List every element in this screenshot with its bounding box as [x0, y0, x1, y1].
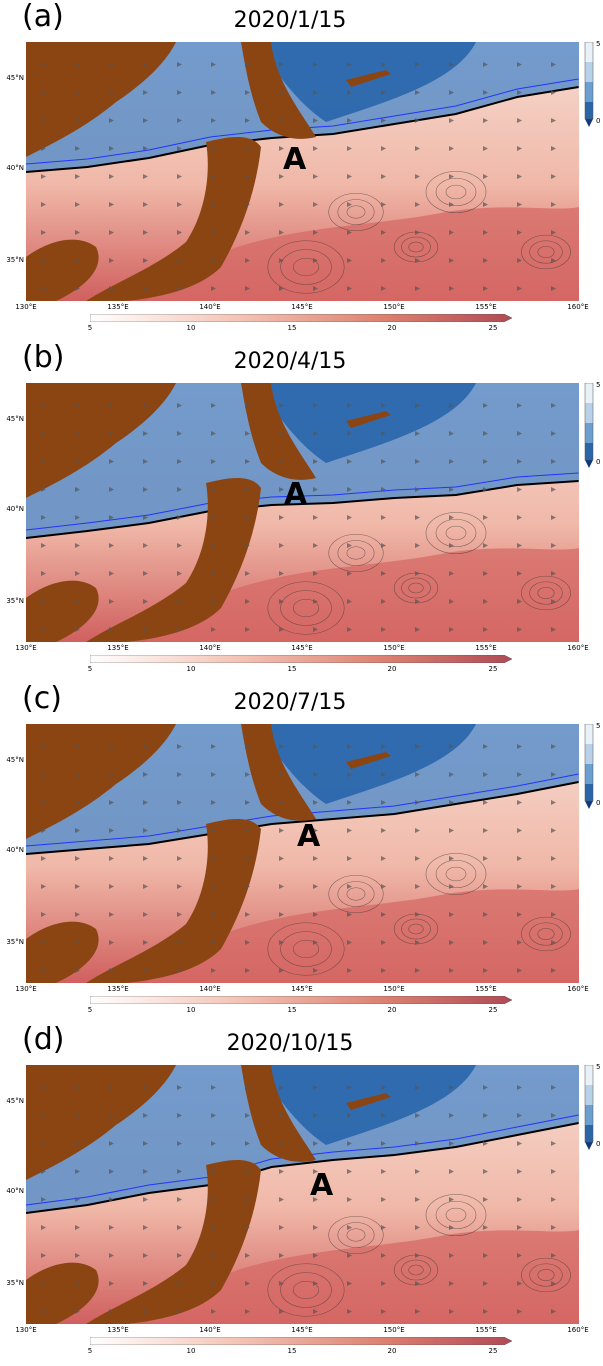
colorbar-tick: 5 [87, 1347, 93, 1355]
panel-label: (a) [22, 0, 64, 34]
colorbar-tick: 15 [287, 1006, 297, 1014]
colorbar-tick: 15 [287, 324, 297, 332]
colorbar-vertical [584, 42, 594, 127]
colorbar-tick: 0 [596, 117, 601, 125]
colorbar-tick: 10 [186, 1006, 196, 1014]
point-a-marker: A [283, 142, 307, 177]
lon-tick: 160°E [567, 303, 589, 311]
lon-tick: 130°E [15, 985, 37, 993]
colorbar-vertical [584, 724, 594, 809]
colorbar-horizontal [90, 655, 512, 663]
sst-map [26, 42, 579, 301]
lon-tick: 135°E [107, 644, 129, 652]
map-panel: (a) 2020/1/15 45°N 40°N 35°N 130°E 135°E… [0, 0, 603, 341]
lat-tick: 45°N [6, 756, 24, 764]
lat-tick: 40°N [6, 505, 24, 513]
colorbar-horizontal [90, 1337, 512, 1345]
colorbar-tick: 5 [596, 40, 601, 48]
panel-title: 2020/1/15 [233, 8, 347, 33]
colorbar-tick: 15 [287, 1347, 297, 1355]
sst-map [26, 383, 579, 642]
panel-label: (b) [22, 340, 65, 375]
colorbar-tick: 20 [387, 1006, 397, 1014]
lon-tick: 130°E [15, 644, 37, 652]
map-panel: (c) 2020/7/15 45°N 40°N 35°N 130°E 135°E… [0, 682, 603, 1023]
colorbar-tick: 5 [87, 324, 93, 332]
colorbar-tick: 0 [596, 799, 601, 807]
lon-tick: 130°E [15, 1326, 37, 1334]
lat-tick: 40°N [6, 846, 24, 854]
point-a-marker: A [310, 1168, 334, 1203]
colorbar-tick: 5 [596, 1063, 601, 1071]
panel-title: 2020/10/15 [226, 1031, 354, 1056]
lon-tick: 130°E [15, 303, 37, 311]
lon-tick: 150°E [383, 303, 405, 311]
colorbar-tick: 15 [287, 665, 297, 673]
lat-tick: 45°N [6, 1097, 24, 1105]
colorbar-tick: 25 [488, 1006, 498, 1014]
colorbar-tick: 20 [387, 324, 397, 332]
colorbar-tick: 10 [186, 665, 196, 673]
lon-tick: 150°E [383, 644, 405, 652]
colorbar-tick: 5 [87, 665, 93, 673]
colorbar-horizontal [90, 314, 512, 322]
lon-tick: 145°E [291, 303, 313, 311]
lon-tick: 160°E [567, 985, 589, 993]
sst-map [26, 724, 579, 983]
lon-tick: 135°E [107, 303, 129, 311]
lat-tick: 35°N [6, 938, 24, 946]
colorbar-tick: 0 [596, 1140, 601, 1148]
lon-tick: 140°E [199, 644, 221, 652]
lat-tick: 35°N [6, 256, 24, 264]
colorbar-tick: 10 [186, 1347, 196, 1355]
colorbar-tick: 20 [387, 1347, 397, 1355]
lon-tick: 155°E [475, 985, 497, 993]
lat-tick: 45°N [6, 415, 24, 423]
lon-tick: 155°E [475, 303, 497, 311]
lon-tick: 150°E [383, 1326, 405, 1334]
point-a-marker: A [284, 477, 308, 512]
colorbar-tick: 25 [488, 665, 498, 673]
lon-tick: 140°E [199, 985, 221, 993]
colorbar-vertical [584, 1065, 594, 1150]
lon-tick: 140°E [199, 1326, 221, 1334]
lon-tick: 145°E [291, 1326, 313, 1334]
lat-tick: 35°N [6, 1279, 24, 1287]
colorbar-horizontal [90, 996, 512, 1004]
lon-tick: 135°E [107, 985, 129, 993]
colorbar-tick: 5 [596, 381, 601, 389]
colorbar-tick: 25 [488, 1347, 498, 1355]
panel-title: 2020/4/15 [233, 349, 347, 374]
sst-map [26, 1065, 579, 1324]
colorbar-tick: 0 [596, 458, 601, 466]
map-panel: (d) 2020/10/15 45°N 40°N 35°N 130°E 135°… [0, 1023, 603, 1364]
panel-title: 2020/7/15 [233, 690, 347, 715]
colorbar-tick: 5 [596, 722, 601, 730]
lon-tick: 145°E [291, 644, 313, 652]
lat-tick: 35°N [6, 597, 24, 605]
point-a-marker: A [297, 819, 321, 854]
colorbar-tick: 20 [387, 665, 397, 673]
colorbar-vertical [584, 383, 594, 468]
panel-label: (c) [22, 681, 62, 716]
lon-tick: 160°E [567, 1326, 589, 1334]
colorbar-tick: 10 [186, 324, 196, 332]
lon-tick: 145°E [291, 985, 313, 993]
panel-label: (d) [22, 1022, 65, 1057]
colorbar-tick: 25 [488, 324, 498, 332]
map-panel: (b) 2020/4/15 45°N 40°N 35°N 130°E 135°E… [0, 341, 603, 682]
lon-tick: 150°E [383, 985, 405, 993]
colorbar-tick: 5 [87, 1006, 93, 1014]
lat-tick: 45°N [6, 74, 24, 82]
lon-tick: 140°E [199, 303, 221, 311]
lon-tick: 155°E [475, 1326, 497, 1334]
lon-tick: 155°E [475, 644, 497, 652]
lon-tick: 160°E [567, 644, 589, 652]
lat-tick: 40°N [6, 1187, 24, 1195]
lat-tick: 40°N [6, 164, 24, 172]
lon-tick: 135°E [107, 1326, 129, 1334]
